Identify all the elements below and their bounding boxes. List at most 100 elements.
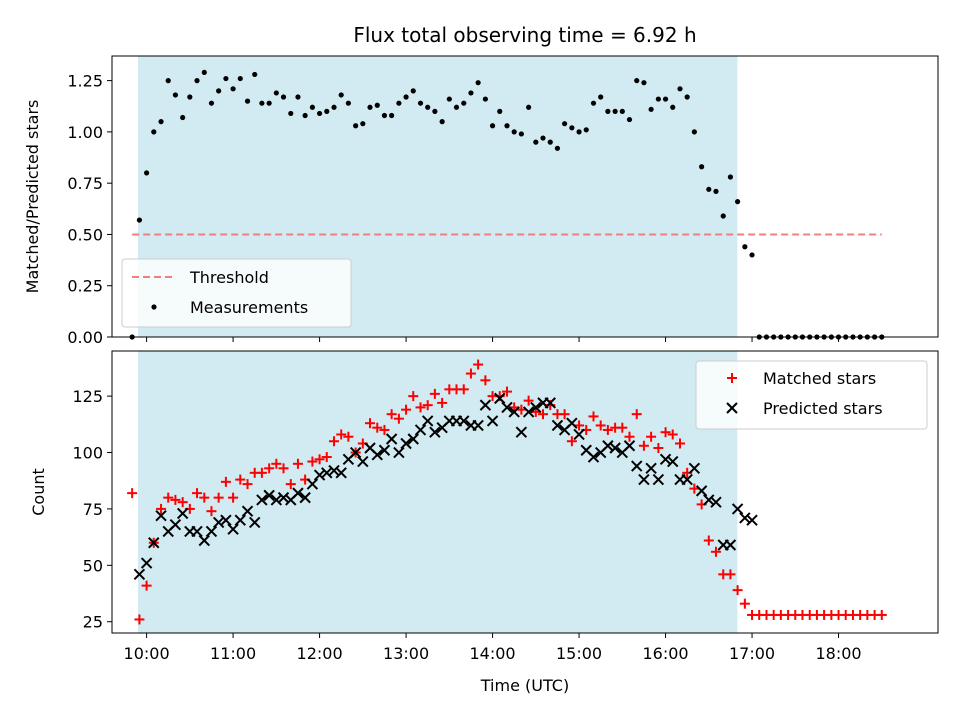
matched-stars-point	[393, 413, 404, 424]
y-tick-label: 125	[72, 387, 103, 406]
predicted-stars-point	[421, 415, 434, 427]
predicted-stars-point	[148, 537, 160, 549]
measurements-point	[482, 96, 488, 102]
matched-stars-point	[329, 436, 340, 447]
measurements-point	[151, 129, 157, 135]
matched-stars-point	[372, 422, 383, 433]
chart-title: Flux total observing time = 6.92 h	[353, 23, 696, 47]
predicted-stars-point	[241, 505, 254, 517]
measurements-point	[540, 135, 546, 141]
measurements-point	[526, 104, 532, 110]
matched-stars-point	[408, 391, 419, 402]
matched-stars-point	[170, 494, 181, 505]
measurements-point	[273, 90, 279, 96]
matched-stars-point	[631, 409, 642, 420]
measurements-point	[583, 127, 589, 133]
measurements-point	[417, 100, 424, 106]
matched-stars-point	[163, 492, 174, 503]
x-tick-label: 15:00	[556, 644, 602, 663]
matched-stars-point	[141, 580, 152, 591]
measurements-point	[626, 116, 633, 123]
y-tick-label: 1.25	[67, 72, 103, 91]
predicted-stars-point	[349, 446, 362, 459]
predicted-stars-point	[573, 428, 585, 441]
predicted-legend-label: Predicted stars	[763, 399, 883, 418]
matched-stars-point	[660, 427, 671, 438]
x-tick-label: 16:00	[642, 644, 688, 663]
measurements-point	[316, 110, 323, 117]
measurements-point	[554, 145, 561, 151]
measurements-point	[547, 139, 553, 145]
measurements-point	[489, 123, 496, 129]
measurements-point	[302, 112, 308, 119]
measurements-point	[180, 114, 186, 121]
measurements-point	[518, 131, 524, 137]
y-tick-label: 25	[83, 613, 103, 632]
matched-stars-point	[588, 411, 599, 422]
predicted-stars-point	[205, 525, 218, 538]
measurements-point	[720, 213, 726, 219]
matched-stars-point	[725, 569, 736, 580]
measurements-point	[468, 90, 474, 96]
top-legend-box	[121, 258, 352, 328]
measurements-point	[223, 75, 229, 82]
predicted-stars-point	[609, 442, 621, 454]
predicted-stars-point	[176, 507, 189, 520]
top-axes-frame	[111, 55, 939, 338]
predicted-stars-point	[515, 426, 528, 438]
measurements-point	[425, 104, 431, 110]
predicted-stars-point	[602, 440, 614, 452]
measurements-point	[634, 78, 640, 84]
predicted-stars-point	[508, 406, 520, 418]
matched-stars-point	[134, 614, 145, 625]
predicted-stars-point	[667, 455, 679, 468]
predicted-stars-point	[371, 449, 383, 461]
predicted-stars-point	[494, 392, 506, 405]
matched-stars-point	[739, 598, 750, 609]
matched-stars-point	[480, 375, 491, 386]
measurements-point	[504, 123, 510, 129]
predicted-stars-point	[155, 509, 167, 522]
matched-stars-point	[473, 359, 484, 370]
predicted-stars-point	[385, 433, 398, 445]
predicted-stars-point	[133, 568, 146, 581]
measurements-point	[288, 110, 294, 117]
measurements-point	[396, 100, 402, 106]
predicted-stars-point	[681, 473, 693, 486]
predicted-stars-point	[566, 417, 578, 429]
measurements-point	[381, 112, 388, 119]
predicted-stars-point	[407, 433, 419, 445]
matched-stars-point	[689, 483, 700, 494]
predicted-stars-point	[501, 401, 513, 414]
predicted-stars-point	[234, 514, 246, 526]
matched-stars-point	[876, 609, 887, 620]
measurements-point	[432, 108, 438, 114]
measurements-point	[648, 106, 654, 112]
predicted-stars-point	[486, 415, 499, 427]
predicted-stars-point	[458, 415, 470, 427]
matched-stars-point	[574, 420, 585, 431]
predicted-stars-point	[724, 539, 737, 551]
measurements-point	[576, 129, 582, 135]
bottom-axes-frame	[111, 350, 939, 634]
matched-stars-point	[516, 404, 527, 415]
measurements-point	[590, 100, 597, 106]
measurements-point	[172, 92, 178, 98]
matched-legend-swatch	[727, 373, 737, 383]
predicted-stars-point	[140, 557, 153, 569]
bottom-panel: 25 50 75 100 125 10:00 11:00 12:00 13:00 14:00 15:…	[29, 350, 939, 695]
x-tick-label: 10:00	[124, 644, 170, 663]
predicted-stars-point	[270, 494, 283, 506]
matched-stars-point	[559, 409, 570, 420]
matched-stars-point	[653, 443, 664, 454]
matched-stars-point	[465, 368, 476, 379]
measurements-point	[309, 104, 316, 110]
y-tick-label: 0.25	[67, 277, 103, 296]
predicted-stars-point	[306, 478, 319, 490]
measurements-point	[266, 100, 272, 106]
measurements-point	[727, 174, 734, 180]
matched-legend-label: Matched stars	[763, 369, 876, 388]
predicted-stars-point	[227, 523, 239, 535]
measurements-point	[446, 96, 452, 102]
measurements-point	[353, 123, 359, 129]
